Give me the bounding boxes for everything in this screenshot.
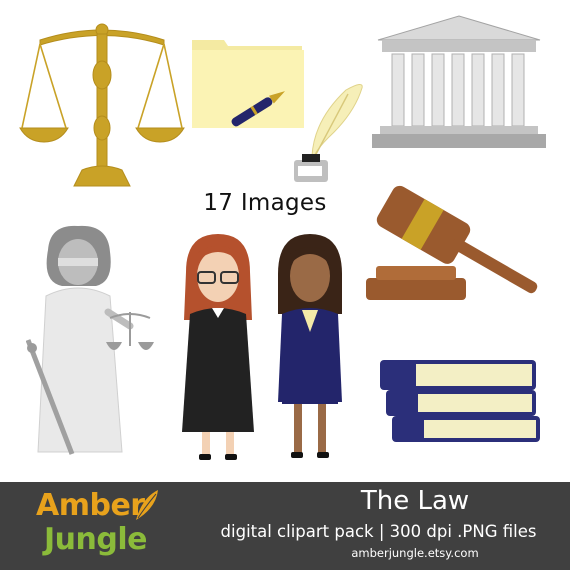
law-books-icon: [380, 360, 540, 442]
judge-woman-icon: [182, 234, 254, 460]
brand-logo: Amber Jungle: [36, 488, 166, 562]
image-count-label: 17 Images: [203, 190, 327, 216]
shop-website: amberjungle.etsy.com: [351, 546, 479, 560]
quill-inkwell-icon: [294, 84, 363, 182]
scales-of-justice-icon: [19, 23, 185, 187]
brand-line-1: Amber: [36, 488, 145, 523]
brand-line-2: Jungle: [44, 522, 147, 557]
leaf-icon: [136, 490, 158, 520]
footer-banner: [0, 482, 570, 570]
gavel-icon: [366, 185, 538, 300]
courthouse-icon: [372, 15, 546, 148]
lawyer-woman-icon: [278, 234, 342, 458]
product-title: The Law: [360, 486, 470, 516]
fountain-pen-icon: [231, 91, 286, 127]
product-subtitle: digital clipart pack | 300 dpi .PNG file…: [220, 522, 537, 541]
lady-justice-icon: [26, 225, 154, 455]
